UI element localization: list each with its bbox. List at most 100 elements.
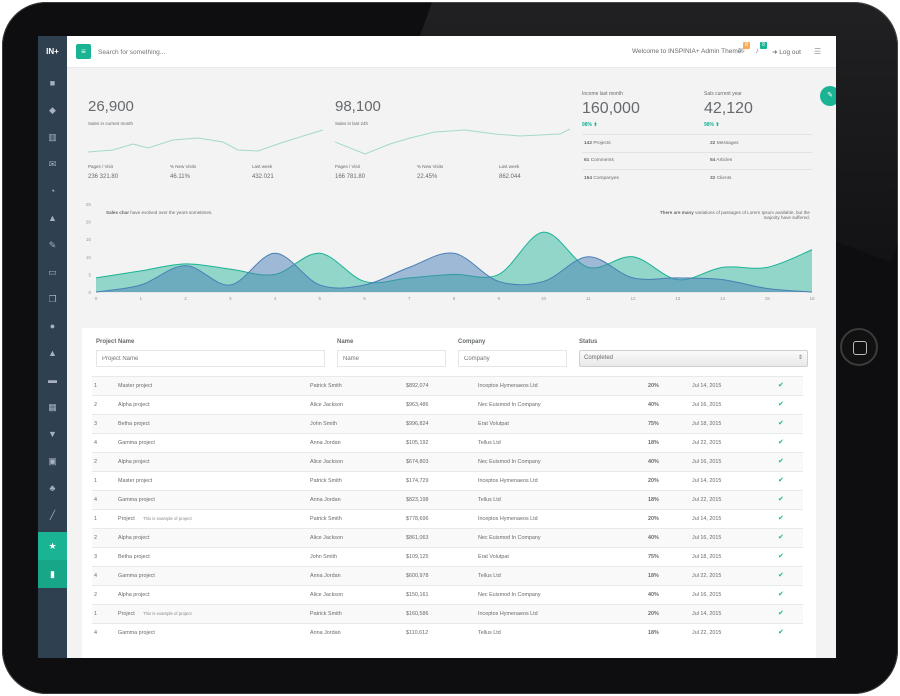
magic-icon[interactable]: ╱ xyxy=(49,510,56,520)
check-icon[interactable]: ✔ xyxy=(778,629,784,636)
kpi-sales-title: Sals current year xyxy=(704,91,742,97)
star-icon[interactable]: ★ xyxy=(38,532,67,560)
mini-header: Pages / Visit xyxy=(88,164,113,169)
mini-value: 432.021 xyxy=(252,174,274,180)
projects-panel: Project Name Name Company Status Complet… xyxy=(82,328,816,658)
chart-note-bold: Sales char xyxy=(106,210,129,215)
desktop-icon[interactable]: ▭ xyxy=(48,267,57,277)
table-row[interactable]: 4 Gamma project Anna Jordan $600,978 Tellus … xyxy=(92,566,803,585)
check-icon[interactable]: ✔ xyxy=(778,420,784,427)
row-percent: 40% xyxy=(648,535,659,541)
bell-icon[interactable]: ♪ 8 xyxy=(755,42,767,57)
row-id: 4 xyxy=(94,497,97,503)
table-row[interactable]: 4 Gamma project Anna Jordan $823,198 Tellus … xyxy=(92,490,803,509)
row-project-note-wrap: This is example of project xyxy=(140,516,192,522)
table-row[interactable]: 4 Gamma project Anna Jordan $105,192 Tellus … xyxy=(92,433,803,452)
check-icon[interactable]: ✔ xyxy=(778,572,784,579)
row-date: Jul 16, 2015 xyxy=(692,402,722,408)
row-date: Jul 14, 2015 xyxy=(692,478,722,484)
check-icon[interactable]: ✔ xyxy=(778,477,784,484)
table-row[interactable]: 2 Alpha project Alice Jackson $963,486 Nec E… xyxy=(92,395,803,414)
menu-toggle-button[interactable]: ≡ xyxy=(76,44,91,59)
welcome-message: Welcome to INSPINIA+ Admin Theme. xyxy=(632,48,744,55)
row-date: Jul 22, 2015 xyxy=(692,630,722,636)
stat-value-month: 26,900 xyxy=(88,98,134,115)
table-row[interactable]: 2 Alpha project Alice Jackson $861,063 Nec E… xyxy=(92,528,803,547)
row-date: Jul 22, 2015 xyxy=(692,440,722,446)
check-icon[interactable]: ✔ xyxy=(778,610,784,617)
status-select[interactable]: Completed ⇕ xyxy=(579,350,808,367)
divider xyxy=(582,152,812,153)
check-icon[interactable]: ✔ xyxy=(778,439,784,446)
check-icon[interactable]: ✔ xyxy=(778,382,784,389)
edit-icon[interactable]: ✎ xyxy=(48,240,57,250)
row-percent: 18% xyxy=(648,630,659,636)
chart-icon[interactable]: ▥ xyxy=(48,132,57,142)
table-row[interactable]: 3 Betha project John Smith $109,125 Erat Vol… xyxy=(92,547,803,566)
table-row[interactable]: 1 Master project Patrick Smith $174,729 Ince… xyxy=(92,471,803,490)
flask-alt-icon[interactable]: ▲ xyxy=(48,348,57,358)
project-name-input[interactable] xyxy=(96,350,325,367)
name-input[interactable] xyxy=(337,350,446,367)
check-icon[interactable]: ✔ xyxy=(778,496,784,503)
cart-icon[interactable]: ▼ xyxy=(48,429,57,439)
row-name: Alice Jackson xyxy=(310,402,343,408)
chart-note-right: There are many variations of passages of… xyxy=(628,210,810,220)
flask-icon[interactable]: ▲ xyxy=(48,213,57,223)
table-row[interactable]: 2 Alpha project Alice Jackson $150,161 Nec E… xyxy=(92,585,803,604)
logout-link[interactable]: ➜ Log out xyxy=(772,49,801,56)
mini-header: % New Visits xyxy=(417,164,444,169)
kpi-sales-value: 42,120 xyxy=(704,100,753,117)
laptop-icon[interactable]: ▬ xyxy=(48,375,57,385)
files-icon[interactable]: ❐ xyxy=(48,294,57,304)
envelope-icon[interactable]: ✉ 8 xyxy=(738,42,750,57)
row-project: Alpha project xyxy=(118,592,150,598)
row-name: Patrick Smith xyxy=(310,611,342,617)
dashboard-icon[interactable]: ■ xyxy=(49,78,56,88)
row-company: Inceptos Hymenaeos Ltd xyxy=(478,478,538,484)
row-id: 4 xyxy=(94,440,97,446)
kpi-sales-pct: 98% ⬆ xyxy=(704,122,720,128)
check-icon[interactable]: ✔ xyxy=(778,458,784,465)
table-row[interactable]: 1 Project This is example of project Patric… xyxy=(92,509,803,528)
sitemap-icon[interactable]: ♣ xyxy=(49,483,56,493)
kpi-label: Articles xyxy=(716,158,733,163)
row-project-note: This is example of project xyxy=(143,516,192,521)
check-icon[interactable]: ✔ xyxy=(778,591,784,598)
check-icon[interactable]: ✔ xyxy=(778,401,784,408)
table-row[interactable]: 4 Gamma project Anna Jordan $110,612 Tellus … xyxy=(92,623,803,642)
company-input[interactable] xyxy=(458,350,567,367)
tasks-icon[interactable]: ☰ xyxy=(814,47,822,56)
row-percent: 18% xyxy=(648,573,659,579)
row-amount: $996,824 xyxy=(406,421,429,427)
mail-icon[interactable]: ✉ xyxy=(48,159,57,169)
search-input[interactable] xyxy=(98,45,278,59)
kpi-row-item: 32 Clients xyxy=(710,176,731,181)
database-icon[interactable]: ▮ xyxy=(38,560,67,588)
globe-icon[interactable]: ● xyxy=(49,321,56,331)
row-amount: $674,803 xyxy=(406,459,429,465)
check-icon[interactable]: ✔ xyxy=(778,534,784,541)
table-row[interactable]: 1 Project This is example of project Patric… xyxy=(92,604,803,623)
picture-icon[interactable]: ▣ xyxy=(48,456,57,466)
kpi-count: 22 xyxy=(710,141,716,146)
row-percent: 20% xyxy=(648,478,659,484)
sidebar: IN+ ■ ◆ ▥ ✉ ◔ ▲ ✎ ▭ ❐ ● ▲ ▬ ▦ ▼ ▣ ♣ ╱ ★ … xyxy=(38,36,67,658)
row-name: John Smith xyxy=(310,554,337,560)
row-percent: 18% xyxy=(648,440,659,446)
check-icon[interactable]: ✔ xyxy=(778,553,784,560)
x-tick-label: 4 xyxy=(274,296,277,301)
row-project: Betha project xyxy=(118,554,150,560)
table-row[interactable]: 2 Alpha project Alice Jackson $674,803 Nec E… xyxy=(92,452,803,471)
table-icon[interactable]: ▦ xyxy=(48,402,57,412)
row-id: 2 xyxy=(94,592,97,598)
table-row[interactable]: 3 Betha project John Smith $996,824 Erat Vol… xyxy=(92,414,803,433)
row-name: Alice Jackson xyxy=(310,535,343,541)
home-button[interactable] xyxy=(840,328,878,366)
check-icon[interactable]: ✔ xyxy=(778,515,784,522)
chat-icon[interactable]: ✎ xyxy=(820,86,836,106)
pie-chart-icon[interactable]: ◔ xyxy=(49,186,56,196)
table-row[interactable]: 1 Master project Patrick Smith $892,074 Ince… xyxy=(92,376,803,395)
diamond-icon[interactable]: ◆ xyxy=(49,105,56,115)
